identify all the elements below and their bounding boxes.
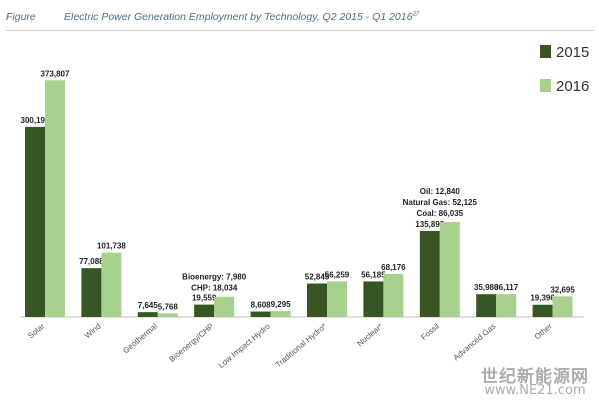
category-label: Traditional Hydro* bbox=[274, 322, 329, 370]
annotation-line: Natural Gas: 52,125 bbox=[403, 198, 478, 207]
data-label-2016: 36,117 bbox=[494, 283, 519, 292]
data-label-2015: 19,396 bbox=[530, 294, 555, 303]
data-label-2016: 56,259 bbox=[325, 270, 350, 279]
category-label: Geothermal bbox=[121, 321, 159, 355]
watermark-line1: 世纪新能源网 bbox=[481, 367, 589, 387]
annotation-line: Bioenergy: 7,980 bbox=[182, 273, 247, 282]
legend-swatch-2016 bbox=[540, 79, 551, 92]
data-label-2015: 7,645 bbox=[138, 301, 159, 310]
data-label-2015: 8,608 bbox=[251, 301, 272, 310]
bar-2015 bbox=[307, 283, 327, 317]
bar-2015 bbox=[137, 312, 158, 317]
annotation-line: Oil: 12,840 bbox=[420, 187, 461, 196]
bar-2016 bbox=[214, 296, 235, 317]
data-label-2015: 300,192 bbox=[21, 116, 50, 125]
bar-2016 bbox=[270, 311, 291, 317]
data-label-2015: 35,980 bbox=[474, 283, 499, 292]
bar-2015 bbox=[250, 311, 271, 317]
bar-2016 bbox=[101, 252, 122, 317]
bar-2015 bbox=[25, 126, 45, 317]
chart-title: Electric Power Generation Employment by … bbox=[64, 11, 419, 23]
bar-2016 bbox=[439, 222, 460, 317]
watermark: 世纪新能源网 www.NE21.com bbox=[481, 367, 589, 398]
bar-2016 bbox=[496, 294, 517, 317]
figure-label: Figure bbox=[6, 11, 36, 23]
category-label: Other bbox=[533, 321, 554, 341]
data-label-2016: 101,738 bbox=[97, 242, 126, 251]
data-label-2015: 56,185 bbox=[361, 270, 386, 279]
category-label: Wind bbox=[83, 322, 103, 341]
category-label: Solar bbox=[26, 321, 46, 340]
bar-2015 bbox=[419, 230, 440, 317]
legend-label-2015: 2015 bbox=[556, 44, 589, 61]
bar-2015 bbox=[532, 304, 553, 317]
data-label-2015: 52,845 bbox=[305, 273, 330, 282]
bar-2016 bbox=[45, 80, 65, 317]
watermark-line2: www.NE21.com bbox=[484, 383, 586, 398]
annotation-line: CHP: 18,034 bbox=[191, 284, 238, 293]
bar-2015 bbox=[476, 294, 497, 317]
chart-header: Figure Electric Power Generation Employm… bbox=[6, 8, 596, 30]
data-label-2016: 373,807 bbox=[41, 69, 70, 78]
bar-2015 bbox=[363, 281, 384, 317]
category-label: Bioenergy/CHP bbox=[167, 322, 215, 364]
bar-2015 bbox=[194, 304, 215, 317]
category-label: Low Impact Hydro bbox=[217, 321, 273, 370]
bar-2016 bbox=[552, 296, 573, 317]
legend-swatch-2015 bbox=[540, 45, 551, 58]
chart-title-text: Electric Power Generation Employment by … bbox=[64, 11, 413, 23]
data-label-2015: 19,559 bbox=[192, 294, 217, 303]
header-rule bbox=[6, 30, 594, 31]
bar-2015 bbox=[81, 268, 102, 317]
data-label-2016: 5,768 bbox=[158, 302, 179, 311]
bar-2016 bbox=[383, 273, 404, 317]
data-label-2016: 9,295 bbox=[271, 300, 292, 309]
legend-label-2016: 2016 bbox=[556, 78, 589, 95]
category-label: Nuclear* bbox=[355, 322, 384, 349]
bar-2016 bbox=[157, 313, 178, 317]
data-label-2015: 77,088 bbox=[79, 257, 104, 266]
data-label-2016: 68,176 bbox=[381, 263, 406, 272]
category-label: Fossil bbox=[419, 321, 441, 341]
data-label-2016: 32,695 bbox=[550, 285, 575, 294]
annotation-line: Coal: 86,035 bbox=[416, 209, 463, 218]
bar-2016 bbox=[327, 281, 347, 317]
data-label-2015: 135,898 bbox=[415, 220, 444, 229]
footnote-ref: 27 bbox=[412, 11, 420, 18]
category-label: Advanced Gas bbox=[451, 322, 497, 363]
